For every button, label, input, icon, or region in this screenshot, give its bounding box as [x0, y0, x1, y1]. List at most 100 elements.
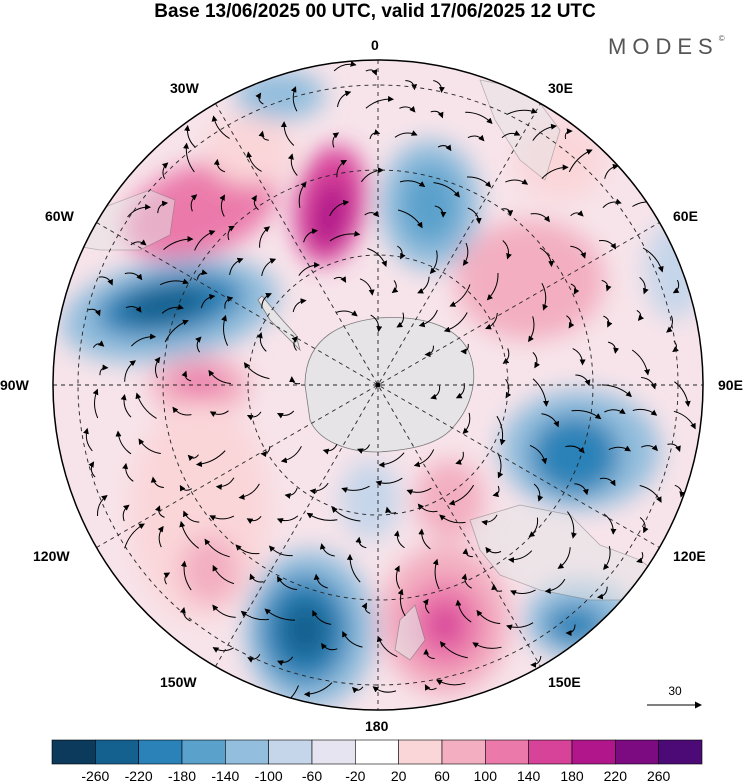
- map-boundary: [52, 59, 704, 711]
- wind-arrow: [161, 304, 184, 314]
- wind-arrow: [502, 240, 512, 260]
- wind-arrow: [641, 377, 657, 390]
- wind-arrow: [372, 686, 397, 693]
- wind-arrow: [639, 277, 649, 295]
- wind-arrow: [432, 558, 440, 590]
- wind-arrow: [436, 679, 466, 686]
- wind-arrow: [195, 336, 202, 353]
- wind-arrow: [303, 682, 333, 698]
- anomaly-region: [645, 220, 703, 320]
- wind-arrow: [443, 312, 468, 333]
- wind-arrow: [183, 142, 195, 173]
- wind-arrow: [430, 110, 444, 119]
- wind-arrow: [532, 123, 557, 141]
- new-zealand-landmass: [394, 604, 426, 661]
- wind-arrow: [640, 444, 658, 452]
- wind-arrow: [356, 444, 371, 454]
- colorbar-swatch: [51, 739, 96, 765]
- wind-arrow: [570, 283, 580, 295]
- wind-arrow: [375, 477, 403, 487]
- wind-arrow: [120, 394, 132, 418]
- wind-arrow: [481, 514, 498, 526]
- wind-arrow: [429, 250, 438, 274]
- wind-arrow: [264, 608, 296, 621]
- wind-arrow: [439, 514, 466, 524]
- lon-label-150e: 150E: [548, 674, 581, 690]
- wind-arrow: [195, 450, 226, 468]
- wind-arrow: [397, 209, 423, 229]
- wind-arrow: [125, 306, 142, 313]
- wind-arrow: [355, 536, 367, 549]
- wind-arrow: [247, 653, 261, 663]
- wind-arrow: [346, 553, 361, 583]
- wind-arrow: [235, 544, 260, 555]
- wind-arrow: [212, 647, 234, 653]
- copyright-mark: ©: [718, 34, 725, 43]
- wind-arrow: [433, 182, 460, 198]
- wind-arrow: [422, 598, 430, 614]
- colorbar-swatch: [355, 739, 399, 765]
- wind-arrow: [528, 316, 535, 343]
- reference-arrow-icon: [647, 701, 702, 709]
- wind-arrow: [564, 128, 573, 140]
- wind-arrow: [631, 349, 650, 376]
- wind-arrow: [246, 411, 262, 421]
- wind-arrow: [321, 642, 338, 651]
- colorbar-tick-label: 220: [604, 768, 628, 783]
- wind-arrow: [163, 572, 171, 585]
- wind-arrow: [190, 194, 198, 212]
- wind-arrow: [602, 198, 622, 209]
- wind-arrow: [378, 452, 405, 468]
- colorbar-swatch: [571, 739, 616, 765]
- wind-arrow: [309, 482, 329, 495]
- wind-arrow: [92, 340, 105, 348]
- reference-vector-value: 30: [668, 684, 682, 698]
- wind-arrow: [532, 378, 549, 407]
- wind-arrow: [460, 343, 469, 355]
- wind-arrow: [541, 282, 549, 311]
- wind-arrow: [485, 546, 502, 554]
- colorbar-swatch: [441, 739, 486, 765]
- wind-arrow: [437, 144, 452, 152]
- wind-arrow: [574, 483, 589, 496]
- wind-arrow: [607, 341, 620, 354]
- wind-arrow: [465, 111, 493, 125]
- wind-arrow: [341, 485, 370, 493]
- polar-stereographic-map: [52, 59, 704, 711]
- wind-arrow: [496, 415, 506, 446]
- wind-arrow: [124, 360, 137, 382]
- wind-arrow: [394, 130, 418, 138]
- wind-arrow: [88, 308, 101, 317]
- wind-vectors: [83, 60, 696, 707]
- wind-arrow: [209, 515, 235, 521]
- lon-label-120w: 120W: [33, 548, 70, 564]
- wind-arrow: [215, 477, 235, 490]
- wind-arrow: [430, 385, 441, 400]
- wind-arrow: [291, 336, 299, 351]
- wind-arrow: [604, 408, 626, 415]
- lon-label-60w: 60W: [45, 208, 74, 224]
- wind-arrow: [405, 80, 418, 91]
- wind-arrow: [290, 86, 298, 112]
- wind-arrow: [566, 511, 577, 539]
- wind-arrow: [258, 130, 269, 141]
- wind-arrow: [196, 269, 208, 280]
- wind-arrow: [83, 427, 93, 452]
- wind-arrow: [243, 362, 270, 380]
- anomaly-region: [205, 115, 295, 185]
- anomaly-region: [455, 220, 605, 340]
- wind-arrow: [194, 230, 216, 251]
- wind-arrow: [413, 449, 435, 468]
- wind-arrow: [249, 573, 264, 583]
- height-anomaly-field: [61, 70, 703, 710]
- wind-arrow: [393, 530, 405, 549]
- wind-arrow: [172, 406, 192, 416]
- wind-arrow: [449, 284, 471, 307]
- wind-arrow: [332, 132, 340, 148]
- wind-arrow: [485, 312, 498, 330]
- wind-arrow: [99, 364, 109, 376]
- wind-arrow: [533, 483, 544, 502]
- wind-arrow: [163, 235, 194, 250]
- lon-label-90e: 90E: [718, 377, 743, 393]
- colorbar-tick-label: -260: [81, 768, 109, 783]
